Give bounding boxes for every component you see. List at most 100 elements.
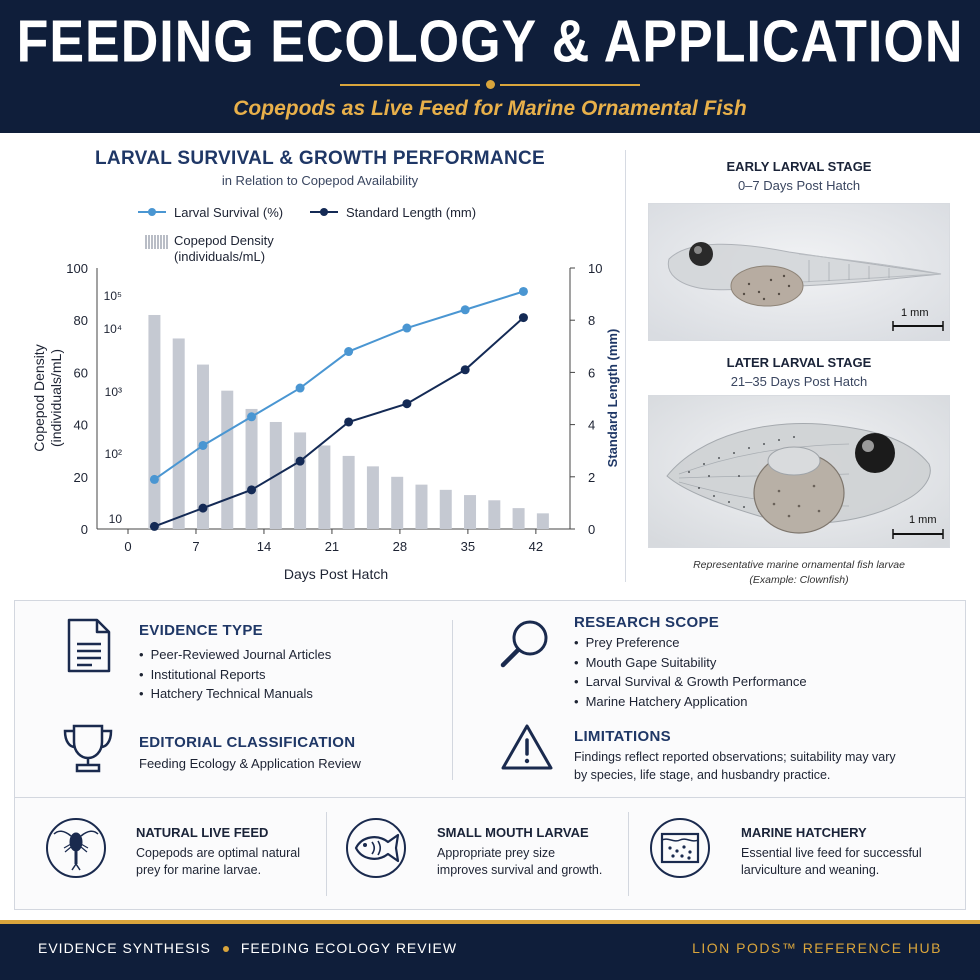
length-point: [344, 417, 354, 427]
y-left-tick-label: 60: [74, 365, 88, 380]
length-point: [295, 456, 305, 466]
limitations-text-line2: by species, life stage, and husbandry pr…: [574, 768, 831, 782]
trophy-icon: [63, 724, 113, 773]
legend-density-swatch-stripe: [157, 235, 159, 249]
later-larva-photo: 1 mm: [648, 395, 950, 548]
later-larva-image: [649, 396, 949, 547]
legend-survival-marker: [148, 208, 156, 216]
info-row-divider: [14, 797, 966, 798]
info-column-divider: [452, 620, 453, 780]
feature-icon-circle: [46, 818, 106, 878]
y-left-tick-label: 80: [74, 313, 88, 328]
legend-density-swatch: [145, 235, 168, 249]
legend-length-marker: [320, 208, 328, 216]
length-point: [518, 313, 528, 323]
length-point: [149, 521, 159, 531]
survival-point: [295, 383, 305, 393]
legend-density-swatch-stripe: [151, 235, 153, 249]
survival-point: [460, 305, 470, 315]
survival-point: [149, 474, 159, 484]
early-stage-days: 0–7 Days Post Hatch: [737, 178, 861, 193]
y-right-tick-label: 0: [588, 522, 595, 537]
footer-accent-rule: [0, 920, 980, 924]
y-left-axis-title-line1: Copepod Density: [31, 344, 47, 451]
photo-caption-line1: Representative marine ornamental fish la…: [693, 559, 905, 571]
evidence-type-list: Peer-Reviewed Journal Articles Instituti…: [139, 645, 332, 704]
feature-text-line2: prey for marine larvae.: [136, 863, 262, 877]
page-subtitle: Copepods as Live Feed for Marine Ornamen…: [233, 97, 747, 120]
chart-subtitle: in Relation to Copepod Availability: [221, 173, 419, 188]
classification-title: EDITORIAL CLASSIFICATION: [139, 734, 356, 751]
early-larva-photo: 1 mm: [648, 203, 950, 341]
legend-density-label-line2: (individuals/mL): [174, 249, 265, 264]
density-bar: [391, 476, 404, 529]
y-left-axis-title-line2: (individuals/mL): [48, 349, 64, 447]
title-dot: [486, 80, 495, 89]
list-item: Prey Preference: [574, 633, 807, 653]
y-right-axis-title: Standard Length (mm): [605, 329, 620, 468]
survival-point: [344, 347, 354, 357]
legend-density-label-line1: Copepod Density: [174, 233, 274, 248]
footer-brand: LION PODS™ REFERENCE HUB: [692, 940, 942, 956]
x-tick-label: 0: [124, 539, 131, 554]
list-item: Larval Survival & Growth Performance: [574, 672, 807, 692]
x-axis-title: Days Post Hatch: [284, 566, 388, 582]
title-rule-right: [500, 84, 640, 86]
early-scale-label: 1 mm: [901, 307, 929, 319]
list-item: Peer-Reviewed Journal Articles: [139, 645, 332, 665]
legend-density-swatch-stripe: [163, 235, 165, 249]
feature-text-line1: Essential live feed for successful: [741, 846, 922, 860]
list-item: Mouth Gape Suitability: [574, 653, 807, 673]
density-bar: [415, 484, 428, 529]
density-bar: [536, 513, 549, 529]
feature-text-line2: larviculture and weaning.: [741, 863, 880, 877]
y-right-tick-label: 8: [588, 313, 595, 328]
legend-density-swatch-stripe: [145, 235, 147, 249]
survival-point: [518, 286, 528, 296]
density-log-label: 10²: [105, 447, 122, 461]
density-log-label: 10⁵: [104, 289, 122, 303]
later-scale-label: 1 mm: [909, 514, 937, 526]
document-icon: [67, 618, 111, 673]
search-icon: [500, 620, 548, 668]
page-title: FEEDING ECOLOGY & APPLICATION: [16, 8, 964, 76]
footer-dot: [222, 946, 229, 953]
limitations-text-line1: Findings reflect reported observations; …: [574, 750, 896, 764]
survival-point: [247, 412, 257, 422]
x-tick-label: 42: [529, 539, 543, 554]
survival-point: [402, 323, 412, 333]
density-bar: [342, 455, 355, 529]
list-item: Marine Hatchery Application: [574, 692, 807, 712]
legend-density-swatch-stripe: [160, 235, 162, 249]
limitations-title: LIMITATIONS: [574, 728, 671, 745]
x-tick-label: 21: [325, 539, 339, 554]
tank-icon: [660, 832, 700, 864]
feature-title-small-mouth-larvae: SMALL MOUTH LARVAE: [437, 825, 589, 840]
x-tick-label: 14: [257, 539, 271, 554]
density-bar: [464, 495, 477, 529]
list-item: Hatchery Technical Manuals: [139, 684, 331, 704]
density-bar: [488, 500, 501, 529]
density-bar: [439, 489, 452, 529]
y-right-tick-label: 6: [588, 365, 595, 380]
density-bar: [512, 508, 525, 529]
density-bar: [172, 338, 185, 529]
classification-text: Feeding Ecology & Application Review: [139, 756, 361, 771]
length-point: [198, 503, 208, 513]
chart-title: LARVAL SURVIVAL & GROWTH PERFORMANCE: [95, 148, 545, 169]
research-scope-list: Prey Preference Mouth Gape Suitability L…: [574, 633, 807, 711]
density-log-label: 10: [109, 512, 123, 526]
length-line: [154, 316, 525, 528]
y-left-tick-label: 0: [81, 522, 88, 537]
chart: Larval Survival (%) Standard Length (mm) C…: [31, 205, 620, 582]
length-point: [247, 485, 257, 495]
y-right-tick-label: 2: [588, 470, 595, 485]
copepod-icon: [53, 830, 99, 871]
photo-caption-line2: (Example: Clownfish): [749, 574, 849, 586]
x-tick-label: 35: [461, 539, 475, 554]
feature-title-marine-hatchery: MARINE HATCHERY: [741, 825, 867, 840]
footer-feeding-ecology-review: FEEDING ECOLOGY REVIEW: [240, 940, 458, 956]
warning-icon: [501, 724, 553, 770]
header-banner: FEEDING ECOLOGY & APPLICATION Copepods a…: [0, 0, 980, 133]
footer-bar: EVIDENCE SYNTHESIS FEEDING ECOLOGY REVIEW…: [0, 920, 980, 980]
